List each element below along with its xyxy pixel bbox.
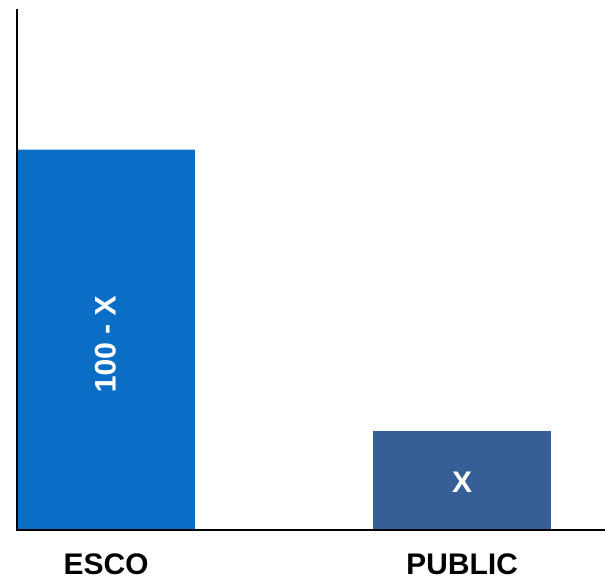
- bar-esco: [17, 149, 195, 531]
- category-label-public: PUBLIC: [406, 548, 518, 581]
- category-label-esco: ESCO: [63, 548, 148, 581]
- bar-public: [373, 431, 551, 530]
- bar-label-public: X: [452, 466, 472, 499]
- bars-layer: [17, 149, 551, 531]
- category-labels-layer: ESCO PUBLIC: [63, 548, 517, 581]
- bar-labels-layer: 100 - X X: [90, 295, 473, 499]
- bar-label-esco: 100 - X: [90, 295, 123, 392]
